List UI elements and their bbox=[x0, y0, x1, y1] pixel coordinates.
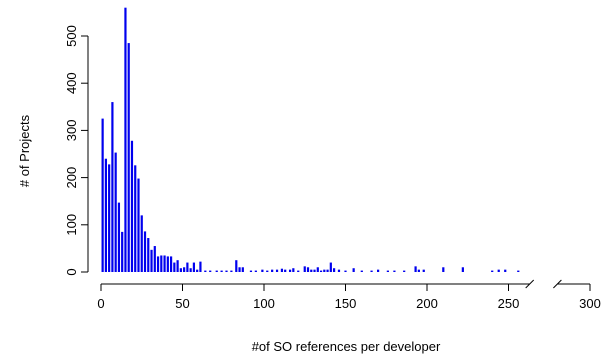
bar bbox=[275, 269, 279, 272]
bar bbox=[220, 270, 223, 272]
bar bbox=[101, 118, 104, 272]
bar bbox=[370, 270, 373, 272]
x-tick-label: 100 bbox=[253, 296, 275, 311]
bar bbox=[249, 270, 253, 272]
bar bbox=[176, 260, 179, 272]
bar bbox=[504, 269, 507, 272]
bar bbox=[266, 270, 269, 272]
bar bbox=[186, 262, 189, 272]
y-tick-label: 200 bbox=[64, 167, 79, 189]
bar bbox=[491, 270, 494, 272]
bar bbox=[241, 267, 244, 272]
bar bbox=[114, 152, 117, 272]
bar bbox=[121, 231, 124, 272]
bar bbox=[306, 267, 310, 272]
bar bbox=[137, 178, 140, 272]
bar bbox=[196, 269, 199, 272]
x-tick-label: 0 bbox=[97, 296, 104, 311]
bar bbox=[189, 268, 192, 272]
bar bbox=[199, 261, 202, 272]
bar bbox=[104, 158, 107, 272]
axis-break-mark bbox=[553, 279, 562, 289]
bar bbox=[422, 269, 425, 272]
x-tick-label: 150 bbox=[335, 296, 357, 311]
x-axis-title: #of SO references per developer bbox=[252, 339, 441, 354]
bar bbox=[323, 269, 326, 272]
x-tick-label: 300 bbox=[579, 296, 601, 311]
bar bbox=[261, 269, 264, 272]
bar bbox=[111, 102, 114, 272]
bar bbox=[352, 268, 355, 272]
y-tick-label: 0 bbox=[64, 268, 79, 275]
bar bbox=[235, 260, 238, 272]
y-tick-label: 100 bbox=[64, 214, 79, 236]
bar bbox=[230, 270, 233, 272]
bar bbox=[225, 270, 228, 272]
bar bbox=[127, 43, 130, 272]
bar bbox=[280, 268, 284, 272]
bar bbox=[192, 262, 196, 272]
bar bbox=[344, 270, 347, 272]
bar bbox=[461, 267, 464, 272]
bar bbox=[414, 266, 417, 272]
y-tick-label: 300 bbox=[64, 120, 79, 142]
x-tick-label: 250 bbox=[498, 296, 520, 311]
bar bbox=[303, 266, 306, 272]
x-tick-label: 50 bbox=[175, 296, 189, 311]
bar bbox=[238, 267, 241, 272]
bar bbox=[403, 270, 406, 272]
bar bbox=[442, 267, 445, 272]
bar bbox=[108, 164, 111, 272]
x-tick-label: 200 bbox=[416, 296, 438, 311]
bar bbox=[179, 268, 182, 272]
bar bbox=[156, 256, 160, 272]
bar bbox=[326, 269, 329, 272]
bar bbox=[163, 255, 166, 272]
bar bbox=[153, 246, 156, 272]
bar bbox=[166, 256, 169, 272]
bar bbox=[313, 269, 316, 272]
bar bbox=[140, 215, 143, 272]
bar bbox=[209, 270, 212, 272]
bar bbox=[497, 269, 500, 272]
bar bbox=[332, 268, 336, 272]
axis-break-mark bbox=[525, 279, 535, 289]
bar bbox=[377, 269, 380, 272]
bar bbox=[134, 165, 137, 272]
bar bbox=[215, 270, 218, 272]
bar bbox=[337, 269, 341, 272]
bar bbox=[150, 249, 153, 272]
bar bbox=[147, 238, 150, 272]
bar bbox=[360, 270, 363, 272]
bar bbox=[130, 140, 134, 272]
bar bbox=[183, 267, 186, 272]
bar bbox=[124, 7, 127, 273]
bar bbox=[517, 270, 520, 272]
y-tick-label: 500 bbox=[64, 25, 79, 47]
bar bbox=[393, 270, 396, 272]
bar bbox=[169, 256, 173, 272]
y-axis-title: # of Projects bbox=[17, 114, 32, 187]
y-tick-label: 400 bbox=[64, 72, 79, 94]
bar bbox=[288, 269, 292, 272]
bar bbox=[271, 269, 274, 272]
bar bbox=[316, 267, 319, 272]
bar bbox=[117, 202, 121, 272]
bar bbox=[319, 270, 323, 272]
bar bbox=[386, 270, 389, 272]
bar bbox=[297, 270, 300, 272]
bar bbox=[173, 262, 176, 272]
bar bbox=[284, 269, 287, 272]
bar bbox=[143, 231, 147, 272]
bar bbox=[417, 269, 420, 272]
plot-area: 0 50 100 150 200 250 300 0 100 200 300 400 500 bbox=[64, 7, 601, 311]
bar bbox=[292, 268, 295, 272]
bar bbox=[254, 270, 257, 272]
bar bbox=[204, 270, 207, 272]
bar bbox=[310, 269, 313, 272]
bar bbox=[160, 255, 163, 272]
bar bbox=[329, 262, 332, 272]
